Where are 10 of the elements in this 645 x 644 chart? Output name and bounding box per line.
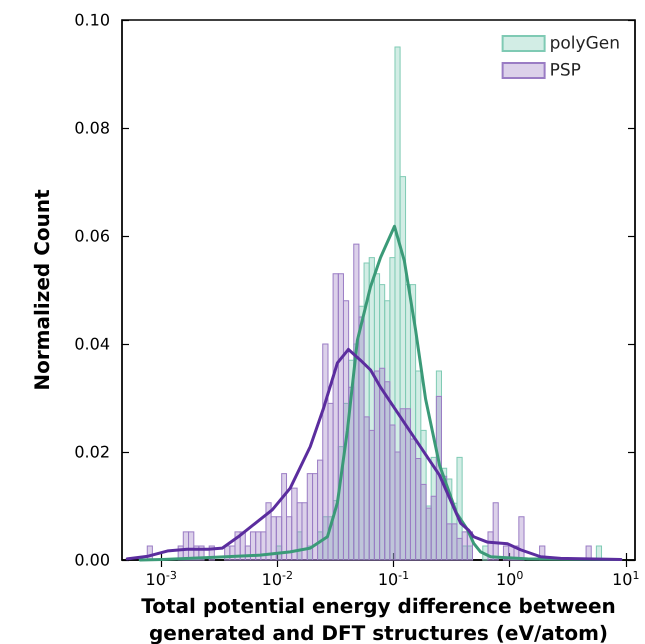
legend-label: PSP [550, 60, 581, 80]
y-axis-title: Normalized Count [30, 188, 54, 391]
legend-label: polyGen [550, 34, 620, 54]
y-tick-label: 0.08 [74, 118, 110, 138]
y-tick-label: 0.02 [74, 442, 110, 462]
x-axis-title: Total potential energy difference between generated and DFT structures (eV/atom) [141, 594, 616, 644]
y-tick-label: 0.06 [74, 226, 110, 246]
y-tick-label: 0.10 [74, 10, 110, 30]
y-tick-label: 0.04 [74, 334, 110, 354]
y-tick-label: 0.00 [74, 550, 110, 570]
